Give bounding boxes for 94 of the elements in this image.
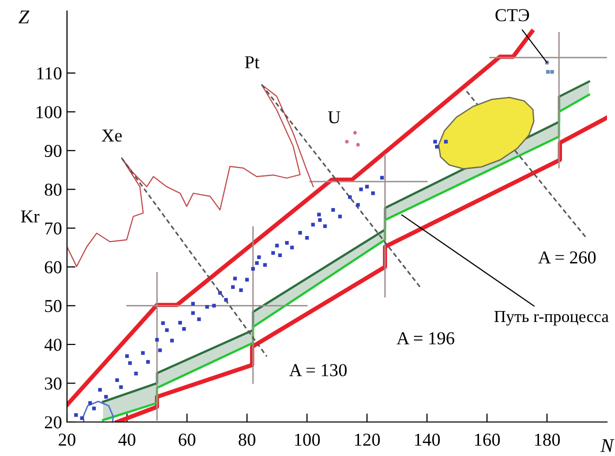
point <box>245 278 249 282</box>
point <box>550 70 554 74</box>
point <box>119 385 123 389</box>
annotation: СТЭ <box>496 9 530 22</box>
point <box>305 236 309 240</box>
annotation: Xe <box>102 130 122 142</box>
point <box>158 348 162 352</box>
point <box>104 394 108 399</box>
x-tick-label: 140 <box>415 434 440 446</box>
point <box>318 218 322 222</box>
x-axis-title: N <box>600 439 614 452</box>
point <box>239 288 243 292</box>
point <box>311 222 315 226</box>
y-tick-label: 30 <box>44 377 62 390</box>
point <box>251 267 255 271</box>
point <box>546 70 550 74</box>
point <box>365 184 369 188</box>
point <box>338 214 342 218</box>
point <box>125 354 129 358</box>
point <box>380 176 384 180</box>
y-tick-label: 60 <box>44 261 62 274</box>
point <box>88 401 92 405</box>
point <box>197 317 201 322</box>
point <box>134 372 138 376</box>
point <box>115 378 119 382</box>
x-tick-label: 100 <box>295 434 320 446</box>
text: Kr <box>20 210 40 222</box>
point <box>353 130 357 135</box>
x-tick-label: 160 <box>475 434 500 446</box>
point <box>205 305 209 309</box>
annotation: A = 260 <box>538 251 596 264</box>
point <box>191 302 195 306</box>
point <box>233 276 237 280</box>
point <box>191 311 195 315</box>
y-tick-label: 70 <box>45 222 62 235</box>
point <box>161 321 165 325</box>
point <box>98 388 102 392</box>
x-tick-label: 180 <box>535 434 560 446</box>
point <box>285 241 289 245</box>
point <box>170 338 174 342</box>
point <box>290 246 294 250</box>
point <box>444 140 448 144</box>
point <box>278 253 282 258</box>
point <box>275 244 279 248</box>
annotation: A = 196 <box>396 332 454 344</box>
point <box>92 406 96 410</box>
point <box>128 361 132 365</box>
point <box>165 328 169 332</box>
y-axis-title: Z <box>18 10 30 24</box>
annotation: A = 130 <box>289 364 347 376</box>
point <box>433 140 437 144</box>
point <box>141 351 145 355</box>
y-tick-label: 40 <box>44 338 62 351</box>
point <box>224 298 228 302</box>
y-tick-label: 80 <box>44 184 62 196</box>
x-tick-label: 40 <box>118 434 136 446</box>
line-series <box>67 84 314 268</box>
point <box>182 327 186 331</box>
point <box>155 338 159 342</box>
point <box>345 140 349 144</box>
x-tick-label: 80 <box>238 434 256 446</box>
y-tick-label: 90 <box>44 144 62 158</box>
point <box>435 144 439 149</box>
point <box>80 416 84 420</box>
point <box>359 188 363 192</box>
x-tick-label: 60 <box>178 434 196 446</box>
point <box>298 230 302 235</box>
annotation: U <box>328 111 340 124</box>
point <box>146 360 150 364</box>
point <box>255 261 259 265</box>
annotation: Pt <box>244 56 260 68</box>
y-tick-label: 20 <box>44 416 62 428</box>
point <box>323 224 327 228</box>
point <box>356 203 360 207</box>
point <box>178 320 182 325</box>
point <box>212 304 216 308</box>
point <box>371 191 375 196</box>
point <box>218 291 222 295</box>
point <box>271 251 275 255</box>
point <box>74 413 78 417</box>
point <box>356 142 360 147</box>
point <box>331 208 335 212</box>
y-tick-label: 50 <box>45 300 62 312</box>
y-tick-label: 110 <box>37 67 62 80</box>
annotation: Путь r-процесса <box>494 311 609 326</box>
point <box>257 255 261 260</box>
line-series <box>67 29 534 408</box>
x-tick-label: 120 <box>355 434 380 446</box>
point <box>317 212 321 216</box>
point <box>263 263 267 267</box>
point <box>348 195 352 199</box>
y-tick-label: 100 <box>36 106 62 118</box>
x-tick-label: 20 <box>58 434 76 446</box>
point <box>231 285 235 289</box>
